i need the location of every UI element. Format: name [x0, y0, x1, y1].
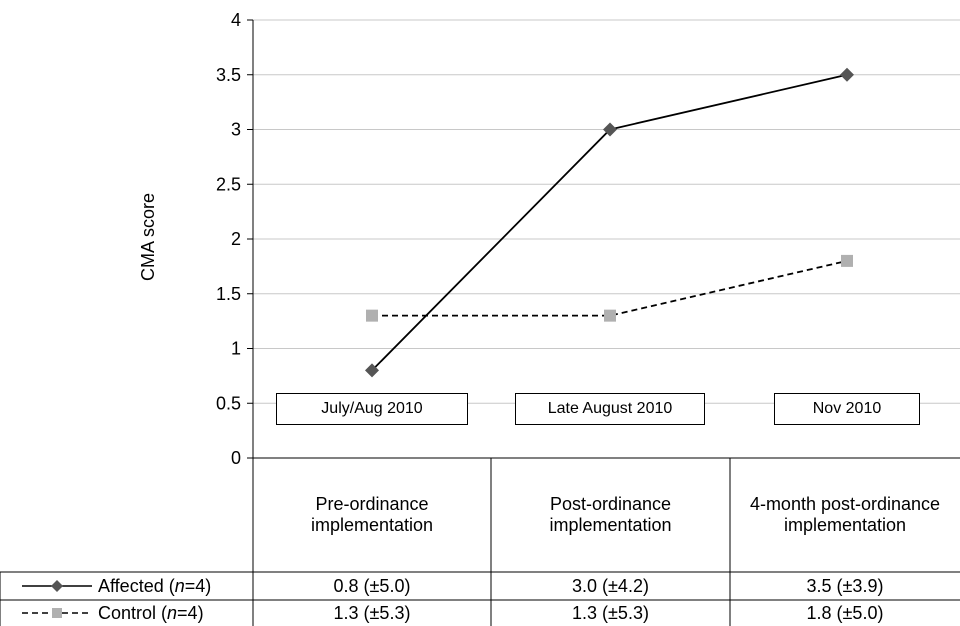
y-axis-title: CMA score: [138, 192, 158, 282]
table-cell-value: 0.8 (±5.0): [333, 576, 411, 596]
date-label-box: Late August 2010: [515, 393, 705, 425]
table-cell-value: 3.5 (±3.9): [806, 576, 884, 596]
legend-label-control: Control (n =4): [98, 600, 248, 626]
data-point-control: [366, 309, 378, 322]
y-tick-label: 2.5: [216, 174, 241, 194]
category-label: Pre-ordinance implementation: [310, 494, 434, 535]
date-label-box: July/Aug 2010: [276, 393, 468, 425]
table-cell-value: 1.8 (±5.0): [806, 603, 884, 623]
n-value: =4): [177, 603, 204, 623]
y-tick-label: 2: [231, 229, 241, 249]
y-tick-label: 4: [231, 10, 241, 30]
date-label-box: Nov 2010: [774, 393, 920, 425]
series-line-control: [372, 260, 848, 317]
series-name: Control (: [98, 603, 168, 623]
series-name: Affected (: [98, 576, 175, 596]
category-label: 4-month post-ordinance implementation: [749, 494, 941, 535]
y-tick-label: 1.5: [216, 284, 241, 304]
legend-label-affected: Affected (n =4): [98, 572, 248, 600]
table-cell-value: 1.3 (±5.3): [572, 603, 649, 623]
n-symbol: n: [174, 576, 185, 596]
data-point-affected: [840, 67, 854, 82]
data-point-control: [604, 309, 616, 322]
data-point-affected: [365, 363, 379, 378]
legend-marker-affected: [51, 580, 63, 592]
table-cell-value: 3.0 (±4.2): [572, 576, 649, 596]
legend-marker-control: [52, 608, 62, 618]
data-point-control: [841, 254, 853, 267]
data-point-affected: [603, 122, 617, 137]
y-tick-label: 3: [231, 120, 241, 140]
n-value: =4): [184, 576, 212, 596]
y-tick-label: 0: [231, 448, 241, 468]
n-symbol: n: [167, 603, 178, 623]
y-tick-label: 0.5: [216, 393, 241, 413]
table-cell-value: 1.3 (±5.3): [333, 603, 411, 623]
series-line-affected: [371, 73, 848, 372]
y-tick-label: 3.5: [216, 65, 241, 85]
y-tick-label: 1: [231, 339, 241, 359]
category-label: Post-ordinance implementation: [549, 494, 672, 535]
